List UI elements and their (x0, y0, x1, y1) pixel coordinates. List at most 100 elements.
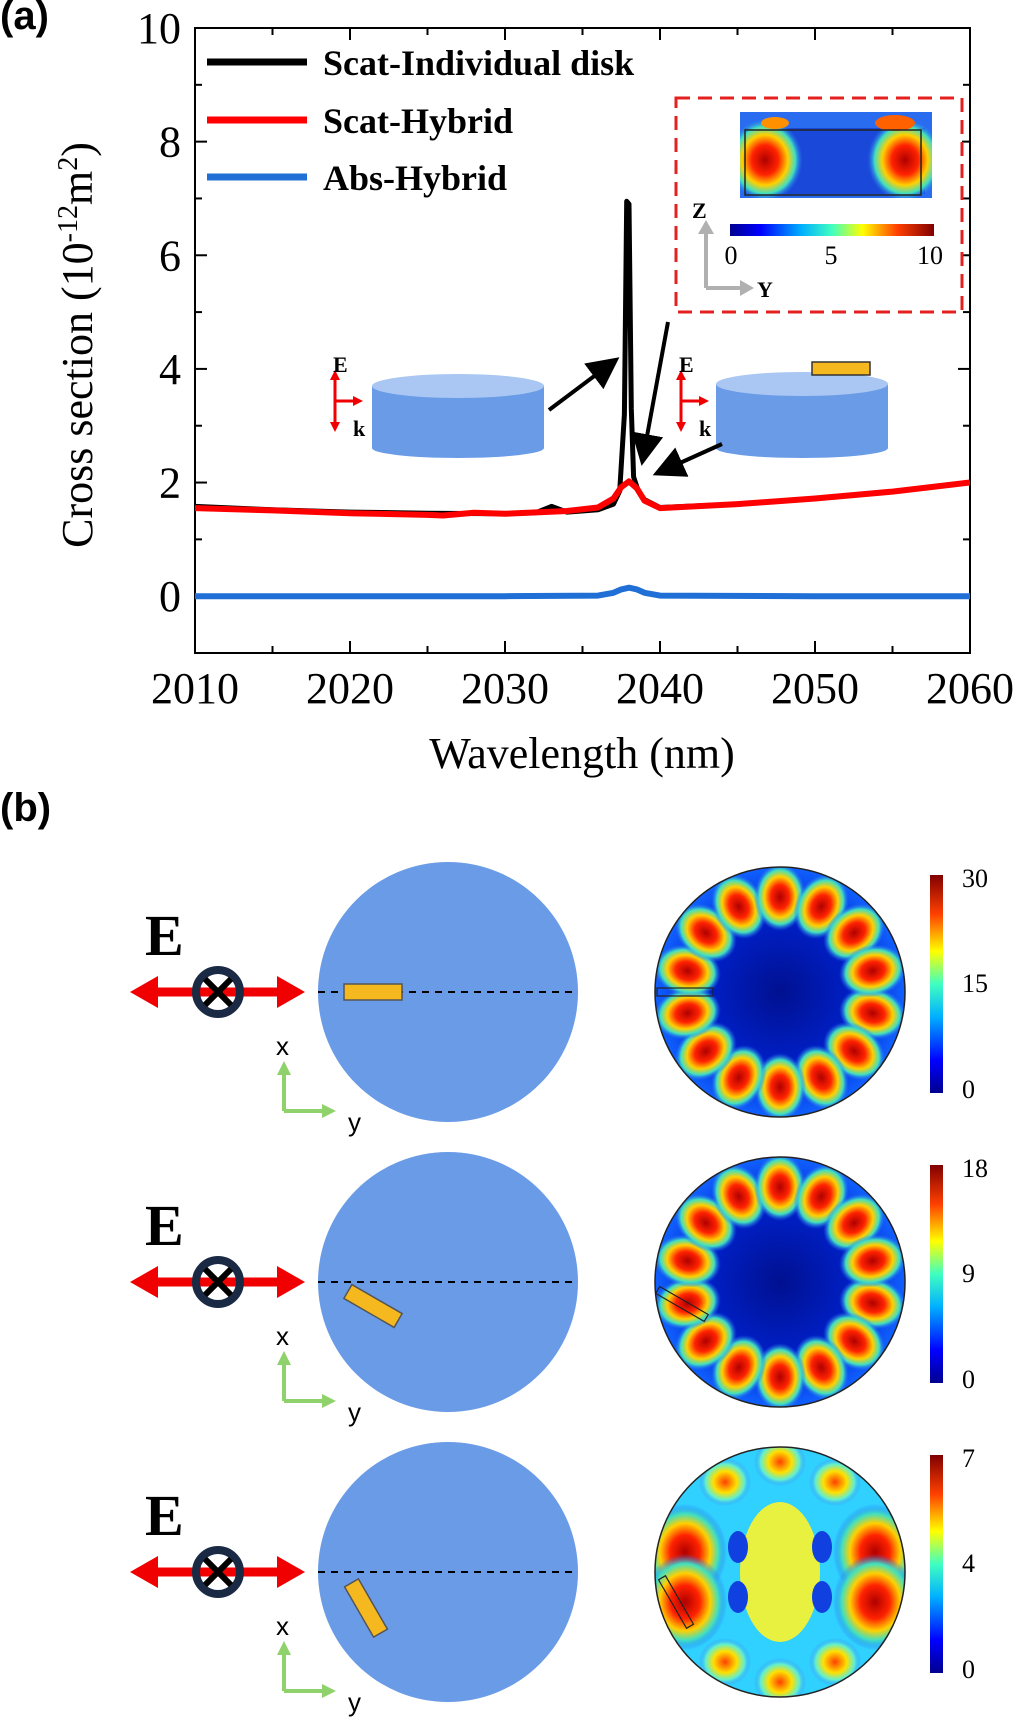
y-tick-label: 4 (159, 345, 181, 394)
disk-bottom (372, 438, 544, 458)
series-line-2 (195, 584, 970, 600)
field-map-hotspots (740, 115, 932, 198)
panel-b-row-1: Ex y 18 9 0 (130, 1152, 988, 1427)
left-E-label: E (333, 352, 348, 377)
field-hotspot (809, 1638, 861, 1686)
field-hotspot (754, 1053, 806, 1117)
tick-labels: 2010 2020 2030 2040 2050 2060 0 2 4 6 8 10 (137, 4, 1014, 713)
field-cold-spot (812, 1531, 832, 1563)
x-tick-label: 2010 (151, 664, 239, 713)
y-axis-arrowhead (322, 1394, 336, 1408)
field-map-outline (654, 1156, 906, 1408)
x-axis-arrowhead (277, 1641, 291, 1655)
x-tick-label: 2050 (771, 664, 859, 713)
x-tick-label: 2060 (926, 664, 1014, 713)
y-tick-label: 0 (159, 572, 181, 621)
field-hotspot (754, 1157, 806, 1221)
colorbar-tick-label: 9 (962, 1259, 975, 1288)
y-axis-letter: y (348, 1107, 361, 1137)
y-axis-letter: y (348, 1687, 361, 1717)
field-cold-spot (728, 1581, 748, 1613)
field-hotspot (699, 1638, 751, 1686)
y-axis-title: Cross section (10-12m2) (53, 142, 103, 548)
k-into-page-icon (192, 1256, 244, 1308)
field-map-outline (654, 1446, 906, 1698)
series-group (195, 198, 970, 600)
rod-outline (656, 987, 714, 997)
panel-b-row-0: Ex y 30 15 0 (130, 862, 988, 1137)
field-hotspot (711, 873, 767, 940)
gold-rod (343, 983, 403, 1001)
series-line-1 (195, 478, 970, 519)
panel-b-row-2: Ex y 7 4 0 (130, 1442, 975, 1717)
x-axis-title: Wavelength (nm) (429, 729, 735, 778)
field-cold-spot (728, 1531, 748, 1563)
panel-b: Ex y 30 15 0 Ex y 18 9 0 Ex y 7 4 0 (130, 862, 988, 1717)
field-hotspot (754, 1447, 806, 1486)
right-k-label: k (699, 416, 712, 441)
field-hotspot (793, 1334, 849, 1401)
colorbar (930, 875, 943, 1093)
legend-label-0: Scat-Individual disk (323, 43, 634, 83)
field-hotspot (793, 1044, 849, 1111)
x-cross-b (202, 976, 234, 1008)
gold-rod (343, 1577, 389, 1639)
field-inset: 0 5 10 Z Y (674, 96, 964, 314)
chart-a: 2010 2020 2030 2040 2050 2060 0 2 4 6 8 10 Waveleng… (53, 4, 1015, 778)
colorbar (930, 1165, 943, 1383)
individual-disk-schematic: E k (330, 352, 544, 458)
panel-a-label: (a) (0, 0, 49, 38)
y-axis-arrowhead (322, 1684, 336, 1698)
z-label: Z (692, 198, 707, 223)
x-axis-letter: x (276, 1031, 289, 1061)
field-hotspot (655, 986, 722, 1040)
zy-axis-icon: Z Y (692, 198, 773, 302)
k-into-page-icon (192, 966, 244, 1018)
arrow-to-peak (547, 357, 620, 412)
arrow-head-left (130, 1266, 158, 1298)
y-tick-label: 8 (159, 118, 181, 167)
polarization-arrows-left: E k (330, 352, 366, 441)
colorbar-tick-label: 30 (962, 864, 988, 893)
arrow-head-left (130, 1556, 158, 1588)
E-label: E (145, 1483, 184, 1548)
field-hotspot (699, 1458, 751, 1506)
field-map (655, 867, 905, 1117)
x-axis-letter: x (276, 1611, 289, 1641)
field-cb-tick-1: 5 (825, 241, 838, 270)
field-hotspot (838, 1234, 905, 1288)
legend-label-1: Scat-Hybrid (323, 101, 513, 141)
x-cross-b (202, 1266, 234, 1298)
x-axis-letter: x (276, 1321, 289, 1351)
x-cross-b (202, 1556, 234, 1588)
arrow-to-hybrid-peak-1 (631, 321, 670, 466)
x-axis-arrowhead (277, 1061, 291, 1075)
colorbar-tick-label: 15 (962, 969, 988, 998)
legend: Scat-Individual disk Scat-Hybrid Abs-Hyb… (207, 43, 634, 198)
colorbar-tick-label: 0 (962, 1655, 975, 1684)
arrow-head-right (277, 1556, 305, 1588)
colorbar-tick-label: 4 (962, 1549, 975, 1578)
field-colorbar (730, 224, 934, 236)
gold-rod (342, 1283, 404, 1329)
disk-top (372, 374, 544, 398)
arrow-to-hybrid-peak-2 (652, 442, 723, 477)
right-E-label: E (679, 352, 694, 377)
E-label: E (145, 903, 184, 968)
polarization-arrows-right: E k (676, 352, 712, 441)
y-axis-arrowhead (322, 1104, 336, 1118)
y-label: Y (757, 277, 773, 302)
y-tick-label: 6 (159, 231, 181, 280)
left-k-label: k (353, 416, 366, 441)
hybrid-disk-top (716, 372, 888, 396)
field-cold-spot (812, 1581, 832, 1613)
y-tick-label: 2 (159, 459, 181, 508)
field-map (655, 1157, 905, 1407)
panel-b-label: (b) (0, 786, 52, 830)
field-hotspot (809, 1458, 861, 1506)
k-into-page-icon (192, 1546, 244, 1598)
field-hotspot (838, 944, 905, 998)
arrow-head-right (277, 1266, 305, 1298)
hybrid-disk-bottom (716, 438, 888, 458)
